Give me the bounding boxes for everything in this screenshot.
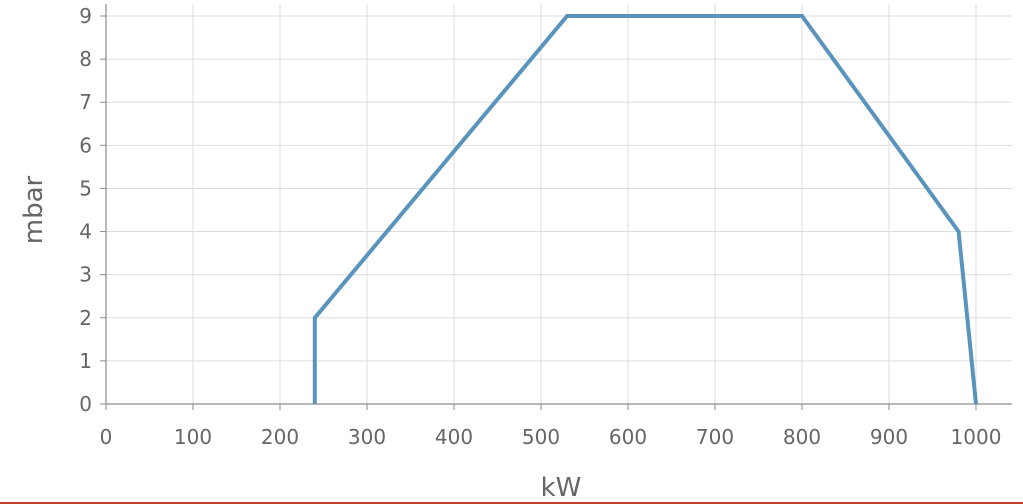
- y-tick-label: 3: [79, 263, 92, 287]
- x-tick-label: 200: [261, 425, 299, 449]
- bottom-divider: [0, 502, 1023, 504]
- tick-labels: 0 100 200 300 400 500 600 700 800 900 1000 0 1 2 3 4 5 6 7…: [79, 4, 1001, 449]
- y-tick-label: 1: [79, 349, 92, 373]
- x-tick-label: 100: [174, 425, 212, 449]
- x-tick-label: 900: [870, 425, 908, 449]
- x-tick-label: 800: [783, 425, 821, 449]
- x-tick-label: 1000: [951, 425, 1002, 449]
- series-layer: [312, 14, 978, 405]
- x-tick-label: 300: [348, 425, 386, 449]
- y-tick-label: 9: [79, 4, 92, 28]
- x-tick-label: 700: [696, 425, 734, 449]
- y-tick-label: 4: [79, 220, 92, 244]
- x-tick-label: 500: [522, 425, 560, 449]
- y-tick-label: 8: [79, 47, 92, 71]
- y-tick-label: 2: [79, 306, 92, 330]
- y-tick-label: 0: [79, 392, 92, 416]
- x-tick-label: 400: [435, 425, 473, 449]
- grid: [105, 4, 1012, 405]
- y-tick-label: 5: [79, 176, 92, 200]
- y-tick-label: 6: [79, 133, 92, 157]
- x-axis-label: kW: [541, 473, 582, 502]
- x-tick-label: 600: [609, 425, 647, 449]
- series-line: [312, 14, 978, 405]
- y-tick-label: 7: [79, 90, 92, 114]
- x-tick-label: 0: [100, 425, 113, 449]
- axes: [100, 4, 1012, 410]
- y-axis-label: mbar: [19, 175, 49, 244]
